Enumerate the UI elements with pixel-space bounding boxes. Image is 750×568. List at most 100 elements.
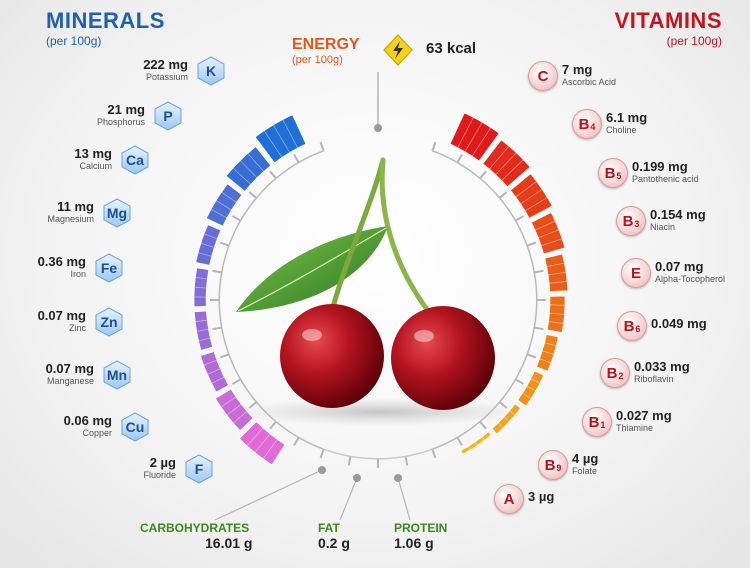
vitamin-bar-stripe xyxy=(542,350,554,355)
macro-connector xyxy=(397,477,411,521)
vitamin-amount: 3 µg xyxy=(528,489,555,504)
mineral-symbol: Mn xyxy=(106,367,128,383)
vitamin-amount: 7 mg xyxy=(562,62,593,77)
mineral-hex-badge: Zn xyxy=(94,307,124,337)
vitamin-letter: A xyxy=(503,490,515,508)
cherry-right-icon xyxy=(391,306,495,410)
vitamin-amount: 0.049 mg xyxy=(651,316,707,331)
vitamin-label: 0.154 mg Niacin xyxy=(650,207,706,232)
guide-tick xyxy=(479,421,487,430)
minerals-title: MINERALS xyxy=(46,8,165,33)
vitamin-bar-stripe xyxy=(467,446,471,451)
guide-tick xyxy=(515,215,524,222)
vitamin-amount: 0.027 mg xyxy=(616,408,672,423)
mineral-name: Zinc xyxy=(68,323,86,333)
guide-tick xyxy=(212,326,222,331)
vitamin-name: Niacin xyxy=(650,222,676,232)
mineral-hex-badge: Fe xyxy=(94,253,124,283)
mineral-bar-stripe xyxy=(263,130,283,158)
mineral-amount: 0.07 mg xyxy=(45,361,94,376)
macro-value: 1.06 g xyxy=(394,535,434,551)
mineral-symbol: Fe xyxy=(100,260,118,276)
vitamin-letter: B xyxy=(578,115,590,133)
vitamin-amount: 4 µg xyxy=(572,451,599,466)
mineral-bar-stripe xyxy=(195,277,208,280)
vitamin-letter: B xyxy=(622,212,634,230)
vitamin-bar-stripe xyxy=(457,117,474,148)
vitamin-letter: B xyxy=(623,317,635,335)
vitamin-bar-stripe xyxy=(538,229,560,239)
mineral-bar-stripe xyxy=(272,124,291,153)
mineral-bar-stripe xyxy=(220,396,237,408)
vitamin-letter: B xyxy=(604,164,616,182)
vitamin-bar-stripe xyxy=(544,342,557,347)
macro-connector xyxy=(214,469,323,521)
cherry-highlight xyxy=(414,330,434,342)
vitamin-letter: C xyxy=(537,67,549,85)
mineral-label: 21 mg Phosphorus xyxy=(97,102,145,127)
vitamin-bar-stripe xyxy=(524,197,548,212)
mineral-label: 0.36 mg Iron xyxy=(38,254,86,279)
vitamin-bar-stripe xyxy=(546,262,565,267)
vitamin-bar-stripe xyxy=(548,271,567,276)
mineral-symbol: Zn xyxy=(100,314,118,330)
guide-tick xyxy=(269,421,277,430)
guide-tick xyxy=(269,170,277,179)
guide-tick xyxy=(456,154,463,163)
vitamin-bar-stripe xyxy=(501,159,524,181)
mineral-name: Magnesium xyxy=(47,214,94,224)
guide-arc-bottom xyxy=(323,448,433,460)
guide-tick xyxy=(219,353,229,359)
mineral-amount: 21 mg xyxy=(107,102,145,117)
mineral-label: 0.07 mg Manganese xyxy=(46,361,94,386)
energy-connector-dot xyxy=(374,124,382,132)
vitamin-label: 0.199 mg Pantothenic acid xyxy=(632,159,699,184)
vitamin-bar-stripe xyxy=(498,422,504,429)
vitamin-badge: E xyxy=(621,258,651,288)
mineral-bar-stripe xyxy=(203,359,218,366)
mineral-label: 2 µg Fluoride xyxy=(143,455,176,480)
vitamin-bar-segment xyxy=(544,253,569,292)
vitamin-bar-stripe xyxy=(526,385,536,392)
mineral-amount: 0.36 mg xyxy=(37,254,86,269)
cherry-stem-left xyxy=(327,157,386,321)
mineral-bar-stripe xyxy=(215,200,232,211)
mineral-bar-stripe xyxy=(211,376,225,384)
guide-tick xyxy=(499,191,508,199)
vitamins-subtitle: (per 100g) xyxy=(666,34,722,48)
mineral-hex-badge: Ca xyxy=(120,145,150,175)
vitamin-bar-stripe xyxy=(515,181,537,198)
mineral-amount: 222 mg xyxy=(143,57,188,72)
mineral-bar-stripe xyxy=(195,319,208,322)
mineral-bar-stripe xyxy=(262,439,278,460)
vitamin-subscript: 9 xyxy=(556,463,562,473)
mineral-bar-segment xyxy=(206,183,243,227)
mineral-name: Calcium xyxy=(79,161,112,171)
vitamins-title: VITAMINS xyxy=(614,8,722,33)
mineral-bar-stripe xyxy=(282,119,299,149)
vitamin-name: Pantothenic acid xyxy=(632,174,699,184)
guide-tick xyxy=(293,154,300,163)
vitamin-letter: B xyxy=(606,364,618,382)
guide-tick xyxy=(347,456,352,466)
vitamin-bar-stripe xyxy=(474,441,478,446)
mineral-bar-segment xyxy=(193,267,210,308)
energy-title: ENERGY xyxy=(292,36,360,53)
vitamin-bar-stripe xyxy=(520,188,543,205)
guide-tick xyxy=(515,378,524,385)
guide-tick xyxy=(479,170,487,179)
mineral-amount: 0.06 mg xyxy=(63,413,112,428)
mineral-label: 13 mg Calcium xyxy=(74,146,112,171)
mineral-bar-stripe xyxy=(196,328,209,332)
guide-tick xyxy=(293,437,300,446)
macro-connector-dot xyxy=(353,474,361,482)
guide-tick xyxy=(232,215,241,222)
mineral-bar-stripe xyxy=(207,368,221,375)
guide-tick xyxy=(534,326,544,331)
mineral-label: 11 mg Magnesium xyxy=(47,199,94,224)
macro-name: PROTEIN xyxy=(394,521,448,535)
mineral-bar-stripe xyxy=(254,433,271,453)
energy-header: ENERGY (per 100g) xyxy=(292,36,360,66)
mineral-name: Iron xyxy=(70,269,86,279)
